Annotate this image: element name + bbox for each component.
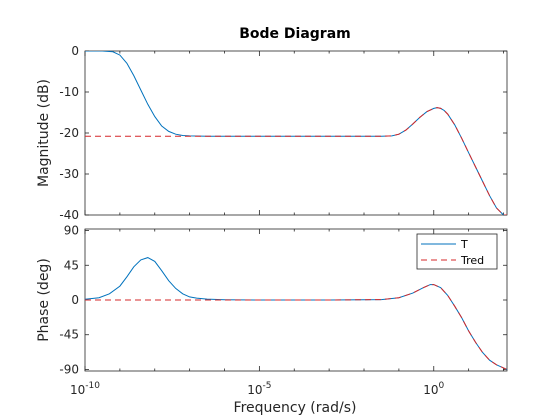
xtick-label: 10-5 <box>247 381 271 397</box>
magnitude-y-axis-label: Magnitude (dB) <box>36 79 52 187</box>
x-axis-label: Frequency (rad/s) <box>234 400 357 416</box>
chart-title: Bode Diagram <box>239 26 351 42</box>
magnitude-ytick-label: -10 <box>59 85 79 99</box>
phase-series-tred <box>85 284 507 370</box>
magnitude-ytick-label: -30 <box>59 167 79 181</box>
legend-box <box>416 233 498 270</box>
phase-ytick-label: -90 <box>59 362 79 376</box>
magnitude-ytick-label: 0 <box>71 44 79 58</box>
xtick-label: 100 <box>423 381 444 397</box>
magnitude-series-tred <box>85 107 507 215</box>
phase-ytick-label: 90 <box>64 224 79 238</box>
magnitude-axes-box <box>84 50 508 216</box>
phase-panel: 90 45 0 -45 -90 Phase (deg) 10-10 10-5 100 <box>36 224 508 397</box>
phase-y-axis-label: Phase (deg) <box>36 258 52 342</box>
magnitude-ytick-label: -20 <box>59 126 79 140</box>
phase-ytick-label: -45 <box>59 328 79 342</box>
phase-ytick-label: 0 <box>71 293 79 307</box>
magnitude-panel: 0 -10 -20 -30 -40 Magnitude (dB) <box>36 44 508 222</box>
legend: T Tred <box>416 233 498 270</box>
legend-label-T: T <box>460 238 468 251</box>
xtick-label: 10-10 <box>70 381 100 397</box>
phase-ytick-label: 45 <box>64 258 79 272</box>
legend-label-Tred: Tred <box>460 254 484 267</box>
magnitude-ytick-label: -40 <box>59 208 79 222</box>
